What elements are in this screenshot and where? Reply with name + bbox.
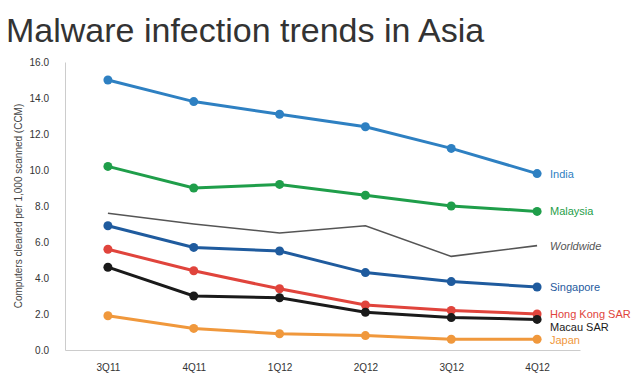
x-axis: 3Q11 4Q11 1Q12 2Q12 3Q12 4Q12 xyxy=(66,350,581,373)
legend-label: Malaysia xyxy=(550,205,594,217)
point xyxy=(275,180,284,189)
series-line xyxy=(108,166,537,211)
tick-label: 2.0 xyxy=(35,309,49,320)
point xyxy=(533,335,542,344)
point xyxy=(103,76,112,85)
point xyxy=(447,277,456,286)
plot-area xyxy=(103,76,541,344)
legend-label: Japan xyxy=(550,334,580,346)
point xyxy=(103,245,112,254)
y-tick: 16.0 xyxy=(30,57,65,68)
y-tick: 10.0 xyxy=(30,165,65,176)
y-tick: 4.0 xyxy=(35,273,65,284)
axis-line xyxy=(65,63,66,351)
chart-container: Malware infection trends in Asia Computer… xyxy=(0,0,640,383)
point xyxy=(533,169,542,178)
x-tick: 2Q12 xyxy=(354,350,379,373)
tick-label: 8.0 xyxy=(35,201,49,212)
point xyxy=(189,324,198,333)
tick-label: 4Q11 xyxy=(182,362,206,373)
point xyxy=(275,329,284,338)
point xyxy=(189,292,198,301)
point xyxy=(361,191,370,200)
y-tick: 8.0 xyxy=(35,201,65,212)
point xyxy=(447,202,456,211)
chart-svg: Malware infection trends in Asia Computer… xyxy=(0,0,640,383)
point xyxy=(103,311,112,320)
point xyxy=(447,335,456,344)
point xyxy=(275,293,284,302)
x-tick: 1Q12 xyxy=(268,350,293,373)
legend-label: Worldwide xyxy=(550,240,601,252)
point xyxy=(189,97,198,106)
chart-title: Malware infection trends in Asia xyxy=(6,11,484,49)
legend-label: Hong Kong SAR xyxy=(550,308,631,320)
legend: India Malaysia Worldwide Singapore Hong Kong… xyxy=(550,168,631,346)
point xyxy=(361,122,370,131)
point xyxy=(189,243,198,252)
x-tick: 3Q12 xyxy=(440,350,465,373)
point xyxy=(361,331,370,340)
series-line xyxy=(108,213,537,256)
legend-label: Macau SAR xyxy=(550,321,609,333)
legend-label: India xyxy=(550,168,575,180)
series-line xyxy=(108,226,537,287)
series-line xyxy=(108,267,537,319)
point xyxy=(533,283,542,292)
point xyxy=(275,247,284,256)
point xyxy=(447,313,456,322)
tick-label: 10.0 xyxy=(30,165,50,176)
tick-label: 4Q12 xyxy=(525,362,550,373)
point xyxy=(103,263,112,272)
point xyxy=(103,221,112,230)
point xyxy=(361,308,370,317)
x-tick: 4Q12 xyxy=(525,350,550,373)
y-tick: 6.0 xyxy=(35,237,65,248)
point xyxy=(533,207,542,216)
tick-label: 14.0 xyxy=(30,93,50,104)
point xyxy=(447,144,456,153)
tick-label: 3Q12 xyxy=(440,362,465,373)
tick-label: 1Q12 xyxy=(268,362,293,373)
y-tick: 12.0 xyxy=(30,129,65,140)
tick-label: 3Q11 xyxy=(97,362,121,373)
series-line xyxy=(108,80,537,174)
y-tick: 2.0 xyxy=(35,309,65,320)
point xyxy=(275,284,284,293)
x-tick: 4Q11 xyxy=(182,350,206,373)
tick-label: 16.0 xyxy=(30,57,50,68)
point xyxy=(189,184,198,193)
point xyxy=(103,162,112,171)
point xyxy=(275,110,284,119)
x-tick: 3Q11 xyxy=(97,350,121,373)
axis-line xyxy=(66,350,581,351)
y-tick: 14.0 xyxy=(30,93,65,104)
point xyxy=(361,268,370,277)
tick-label: 12.0 xyxy=(30,129,50,140)
y-axis-title: Computers cleaned per 1,000 scanned (CCM… xyxy=(13,104,24,309)
legend-label: Singapore xyxy=(550,281,600,293)
tick-label: 4.0 xyxy=(35,273,49,284)
y-axis: 0.0 2.0 4.0 6.0 8.0 10.0 12.0 14.0 16.0 xyxy=(30,57,66,356)
point xyxy=(189,266,198,275)
tick-label: 6.0 xyxy=(35,237,49,248)
point xyxy=(533,315,542,324)
tick-label: 0.0 xyxy=(35,345,49,356)
y-tick: 0.0 xyxy=(35,345,65,356)
tick-label: 2Q12 xyxy=(354,362,379,373)
series-line xyxy=(108,316,537,339)
